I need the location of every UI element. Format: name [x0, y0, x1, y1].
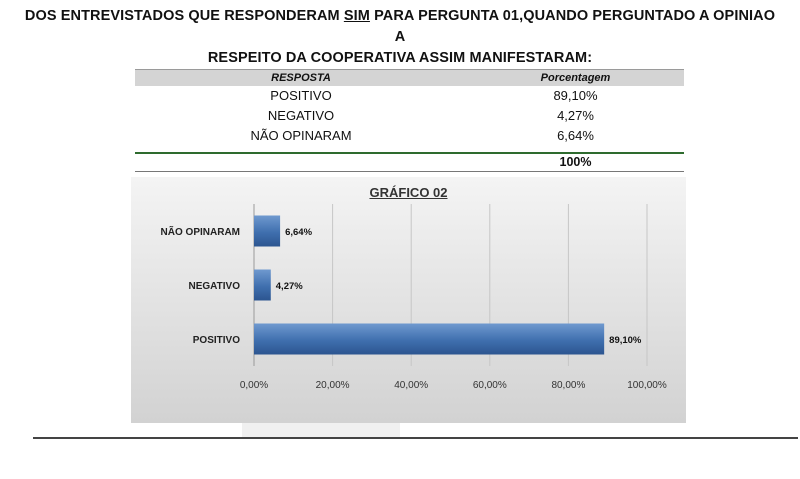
table-divider: [135, 152, 684, 154]
cell-resposta: NÃO OPINARAM: [250, 128, 352, 143]
header-porcentagem: Porcentagem: [540, 72, 611, 84]
table-header: RESPOSTA Porcentagem: [135, 69, 684, 86]
heading-text-pre: DOS ENTREVISTADOS QUE RESPONDERAM: [24, 8, 344, 24]
category-label: NÃO OPINARAM: [161, 225, 240, 238]
bar: [254, 323, 605, 355]
x-tick-label: 40,00%: [394, 380, 428, 391]
heading-line-1: DOS ENTREVISTADOS QUE RESPONDERAM SIM PA…: [20, 6, 780, 48]
chart-title: GRÁFICO 02: [369, 185, 448, 200]
x-tick-label: 60,00%: [473, 380, 507, 391]
table-total-row: 100%: [135, 154, 684, 171]
data-label: 4,27%: [276, 281, 303, 292]
cell-resposta: NEGATIVO: [267, 108, 335, 123]
heading-line-2: RESPEITO DA COOPERATIVA ASSIM MANIFESTAR…: [207, 50, 593, 66]
x-tick-label: 20,00%: [316, 380, 350, 391]
bar: [254, 269, 271, 301]
x-tick-label: 0,00%: [240, 380, 268, 391]
table-row: POSITIVO 89,10%: [135, 86, 684, 106]
heading-sim: SIM: [343, 8, 370, 24]
results-table: RESPOSTA Porcentagem POSITIVO 89,10% NEG…: [135, 69, 684, 172]
total-blank: [135, 154, 467, 171]
table-row: NEGATIVO 4,27%: [135, 106, 684, 126]
footer-rule: [33, 437, 798, 439]
page-heading: DOS ENTREVISTADOS QUE RESPONDERAM SIM PA…: [20, 6, 780, 69]
cell-porcentagem: 6,64%: [557, 128, 594, 143]
heading-text-post: PARA PERGUNTA 01,QUANDO PERGUNTADO A OPI…: [369, 8, 776, 45]
chart-panel: GRÁFICO 02 0,00% 20,00% 40,00% 60,00% 80,00%…: [131, 177, 686, 423]
cell-porcentagem: 4,27%: [557, 108, 594, 123]
header-resposta: RESPOSTA: [271, 72, 331, 84]
cell-resposta: POSITIVO: [270, 88, 332, 103]
x-tick-label: 80,00%: [551, 380, 585, 391]
category-label: NEGATIVO: [189, 281, 241, 292]
table-row: NÃO OPINARAM 6,64%: [135, 126, 684, 146]
bar: [254, 215, 281, 247]
category-label: POSITIVO: [193, 335, 240, 346]
data-label: 89,10%: [609, 335, 642, 346]
footer-block: [242, 423, 400, 437]
bar-chart: 0,00% 20,00% 40,00% 60,00% 80,00% 100,00% NÃO …: [161, 204, 667, 391]
table-bottom-rule: [135, 171, 684, 172]
data-label: 6,64%: [285, 227, 312, 238]
x-tick-label: 100,00%: [627, 380, 667, 391]
cell-porcentagem: 89,10%: [553, 88, 598, 103]
total-value: 100%: [559, 155, 592, 169]
